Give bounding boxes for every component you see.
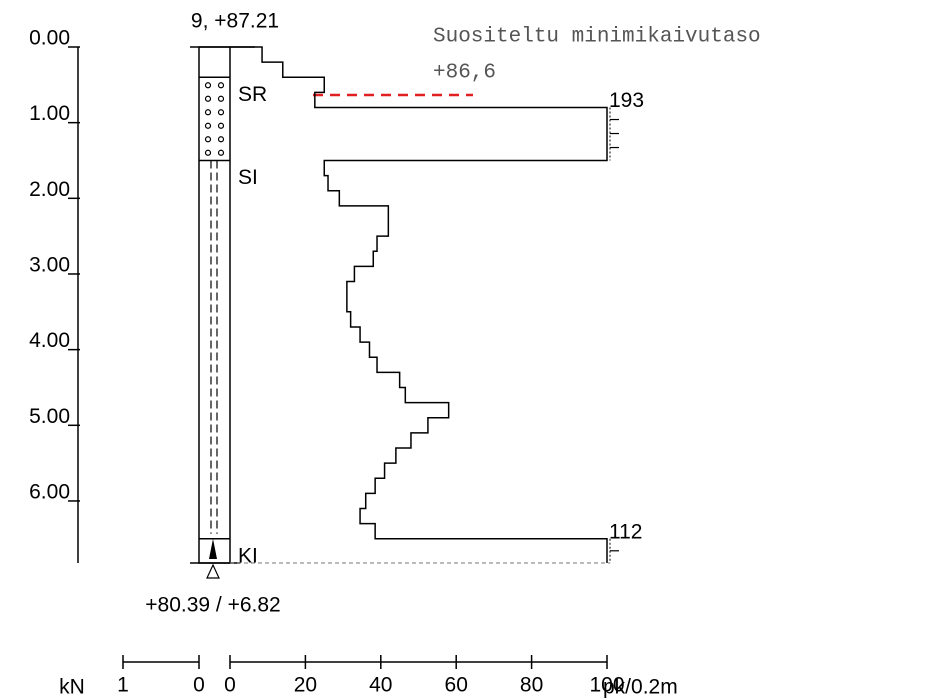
bottom-label: +80.39 / +6.82 xyxy=(145,594,280,617)
gravel-symbol xyxy=(204,82,212,89)
gravel-symbol xyxy=(204,95,212,102)
gravel-symbol xyxy=(217,122,225,129)
layer-label: KI xyxy=(238,544,258,567)
y-tick-label: 0.00 xyxy=(29,27,70,50)
gravel-symbol xyxy=(204,136,212,143)
layer-label: SR xyxy=(238,83,267,106)
y-tick-label: 6.00 xyxy=(29,481,70,504)
gravel-symbol xyxy=(217,136,225,143)
profile-line xyxy=(230,46,608,563)
gravel-symbol xyxy=(204,149,212,156)
annotation: Suositeltu minimikaivutaso xyxy=(433,26,761,49)
gravel-symbol xyxy=(204,109,212,116)
y-tick-label: 4.00 xyxy=(29,329,70,352)
tip-triangle xyxy=(206,563,220,579)
x-tick-label: 0 xyxy=(224,674,236,697)
rod-tip xyxy=(209,538,217,559)
chart-title: 9, +87.21 xyxy=(191,10,279,33)
layer-label: SI xyxy=(238,166,258,189)
annotation-level: +86,6 xyxy=(433,62,496,85)
y-tick-label: 1.00 xyxy=(29,102,70,125)
force-tick-label: 0 xyxy=(193,674,205,697)
force-label: kN xyxy=(59,676,85,698)
gravel-symbol xyxy=(217,95,225,102)
force-tick-label: 1 xyxy=(117,674,129,697)
off-scale-label: 193 xyxy=(609,89,644,112)
gravel-symbol xyxy=(217,149,225,156)
x-tick-label: 20 xyxy=(294,674,317,697)
y-tick-label: 2.00 xyxy=(29,178,70,201)
x-tick-label: 40 xyxy=(369,674,392,697)
y-tick-label: 5.00 xyxy=(29,405,70,428)
x-tick-label: 80 xyxy=(520,674,543,697)
gravel-symbol xyxy=(217,109,225,116)
gravel-symbol xyxy=(204,122,212,129)
x-tick-label: 60 xyxy=(445,674,468,697)
off-scale-label: 112 xyxy=(609,520,642,543)
x-tick-label: 100 xyxy=(589,674,624,697)
gravel-symbol xyxy=(217,82,225,89)
rod-column xyxy=(198,46,231,564)
x-label: pk/0.2m xyxy=(603,676,678,698)
y-tick-label: 3.00 xyxy=(29,254,70,277)
